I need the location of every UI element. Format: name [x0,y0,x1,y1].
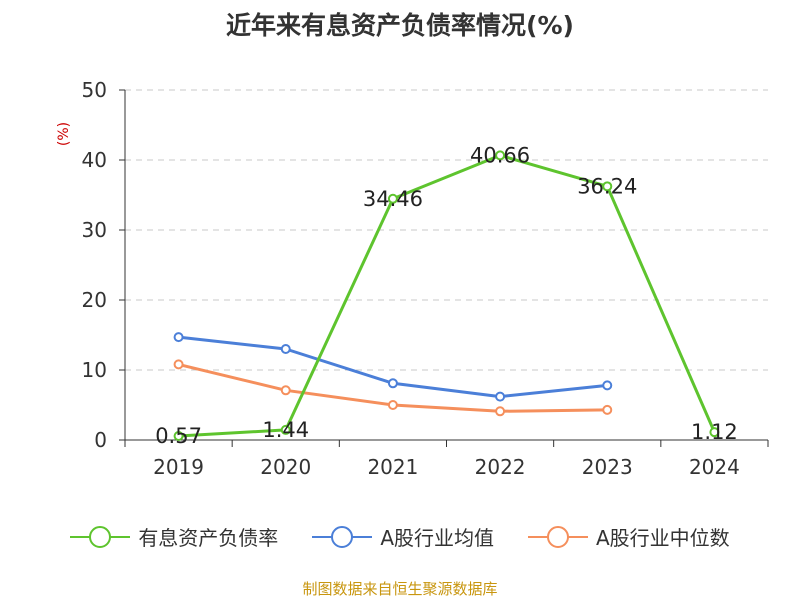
x-tick-label: 2023 [582,455,633,479]
data-label: 36.24 [577,174,637,198]
data-point-3 [602,404,613,415]
legend-item-series-3[interactable]: A股行业中位数 [528,522,730,551]
y-tick-label: 50 [82,78,107,102]
data-point-3 [280,385,291,396]
data-point-1 [387,193,398,204]
y-tick-label: 30 [82,218,107,242]
chart-title: 近年来有息资产负债率情况(%) [226,11,574,40]
data-label: 34.46 [363,187,423,211]
legend-item-series-2[interactable]: A股行业均值 [312,522,494,551]
x-tick-label: 2019 [153,455,204,479]
data-point-2 [602,380,613,391]
legend-marker-icon [528,525,588,548]
series-line-1 [178,153,716,438]
legend-label: A股行业中位数 [596,526,730,550]
x-tick-label: 2022 [475,455,526,479]
data-label: 0.57 [155,424,202,448]
legend: 有息资产负债率 A股行业均值 A股行业中位数 [0,522,800,551]
y-tick-label: 40 [82,148,107,172]
data-point-1 [602,181,613,192]
data-point-3 [495,406,506,417]
legend-label: 有息资产负债率 [138,526,279,550]
legend-marker-icon [70,525,131,548]
x-tick-label: 2021 [367,455,418,479]
data-label: 1.44 [262,418,309,442]
data-source-note: 制图数据来自恒生聚源数据库 [302,580,498,598]
y-tick-label: 0 [94,428,107,452]
legend-marker-icon [312,525,373,548]
data-point-1 [280,424,291,435]
data-point-1 [709,427,720,438]
data-point-2 [387,378,398,389]
data-point-3 [173,359,184,370]
data-point-1 [495,150,506,161]
y-tick-label: 20 [82,288,107,312]
x-tick-label: 2024 [689,455,740,479]
legend-label: A股行业均值 [380,526,494,550]
data-point-2 [280,344,291,354]
data-label: 40.66 [470,143,530,167]
data-point-2 [495,391,506,402]
data-point-3 [387,400,398,410]
data-label: 1.12 [691,420,738,444]
x-tick-label: 2020 [260,455,311,479]
data-point-2 [173,332,184,343]
data-point-1 [173,431,184,442]
legend-item-series-1[interactable]: 有息资产负债率 [70,522,278,551]
y-tick-label: 10 [82,358,107,382]
